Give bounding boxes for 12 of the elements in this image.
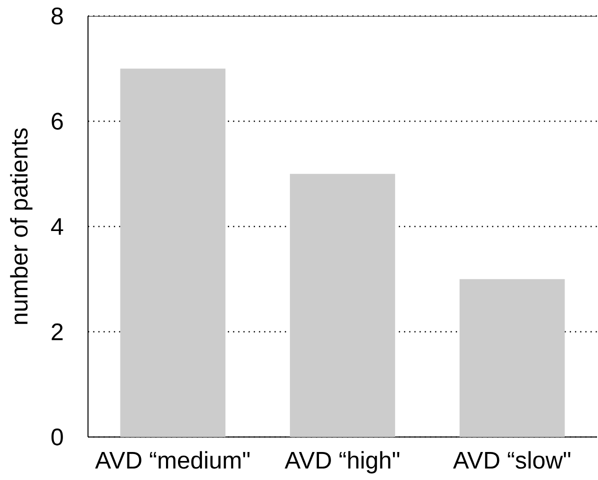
x-tick-label: AVD “slow" <box>453 451 570 469</box>
y-tick-label: 0 <box>51 428 63 446</box>
y-tick-label: 2 <box>52 323 63 340</box>
y-tick-label: 4 <box>51 218 64 235</box>
y-axis-title: number of patients <box>10 128 32 324</box>
x-tick-label: AVD “high" <box>284 451 400 474</box>
y-tick-label: 8 <box>52 8 63 24</box>
bar <box>290 174 396 437</box>
y-tick-label: 6 <box>52 112 63 130</box>
x-tick-label: AVD “medium" <box>95 451 250 469</box>
bar <box>120 68 226 437</box>
bar <box>460 279 565 437</box>
